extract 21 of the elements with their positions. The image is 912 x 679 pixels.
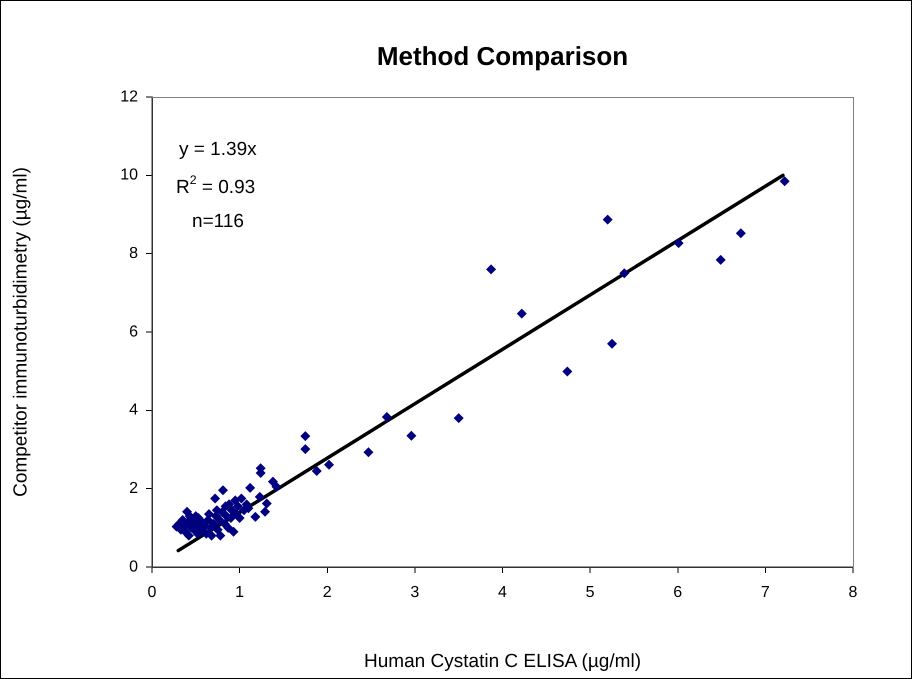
x-tick-label: 2 xyxy=(322,584,332,602)
x-tick-label: 8 xyxy=(848,584,858,602)
x-tick-label: 5 xyxy=(586,584,595,602)
y-tick-label: 8 xyxy=(129,245,138,262)
annotation: y = 1.39x xyxy=(179,139,258,160)
y-tick-label: 6 xyxy=(129,323,138,340)
x-tick-label: 1 xyxy=(235,584,244,602)
x-tick-label: 6 xyxy=(673,584,682,602)
annotation: n=116 xyxy=(192,211,244,232)
y-tick-label: 0 xyxy=(129,558,138,576)
y-tick-label: 10 xyxy=(120,166,138,184)
x-tick-label: 7 xyxy=(760,584,770,602)
chart-title: Method Comparison xyxy=(376,41,628,72)
x-tick-label: 3 xyxy=(410,584,420,602)
x-axis-title: Human Cystatin C ELISA (µg/ml) xyxy=(364,650,642,672)
x-tick-label: 0 xyxy=(148,584,157,602)
y-axis-title: Competitor immunoturbidimetry (µg/ml) xyxy=(10,167,32,497)
y-tick-label: 12 xyxy=(120,88,138,106)
x-tick-label: 4 xyxy=(498,584,508,602)
y-tick-label: 4 xyxy=(129,402,138,419)
y-tick-label: 2 xyxy=(129,480,138,498)
